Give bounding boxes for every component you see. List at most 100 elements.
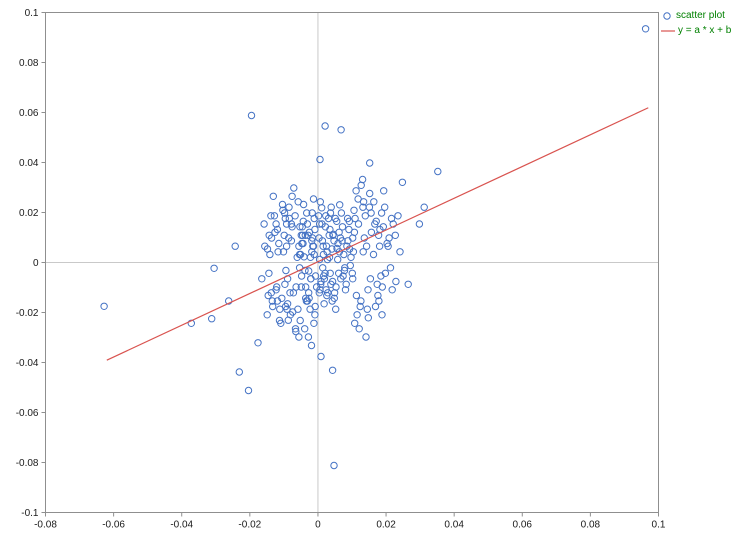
scatter-point [290, 184, 298, 192]
y-tick-label: 0.08 [19, 58, 39, 69]
scatter-point [338, 237, 346, 245]
scatter-point [295, 250, 304, 259]
scatter-point [364, 314, 372, 322]
y-tick-label: 0.02 [19, 208, 39, 219]
scatter-point [288, 223, 296, 231]
scatter-point [254, 339, 262, 347]
scatter-point [285, 203, 293, 211]
scatter-point [330, 289, 339, 297]
scatter-point [434, 167, 442, 176]
scatter-point [362, 242, 371, 250]
scatter-point [341, 286, 350, 294]
scatter-point [392, 277, 400, 286]
scatter-point [298, 239, 306, 248]
scatter-point [274, 248, 282, 256]
scatter-point [384, 242, 392, 250]
scatter-point [267, 234, 276, 242]
scatter-point [327, 280, 335, 288]
scatter-point [339, 272, 347, 280]
scatter-point [289, 289, 298, 297]
x-tick-label: 0.06 [513, 520, 533, 531]
scatter-point [365, 203, 374, 211]
fit-line-icon [661, 30, 675, 32]
x-tick-label: -0.04 [170, 520, 193, 531]
scatter-point [388, 286, 396, 294]
scatter-point [272, 220, 280, 228]
scatter-point [281, 280, 289, 288]
scatter-point [270, 212, 279, 220]
scatter-point [315, 220, 324, 228]
scatter-point [415, 220, 424, 228]
scatter-point [394, 212, 402, 220]
x-tick-label: 0 [315, 520, 321, 531]
x-tick-label: 0.1 [652, 520, 666, 531]
scatter-point [355, 325, 363, 333]
scatter-point [325, 231, 333, 240]
scatter-point [309, 242, 317, 250]
scatter-point [353, 311, 361, 319]
scatter-point [358, 175, 367, 184]
scatter-marker-icon [663, 12, 671, 20]
scatter-point [367, 228, 376, 237]
scatter-point [641, 25, 650, 33]
scatter-point [330, 294, 338, 302]
x-tick-label: -0.06 [102, 520, 125, 531]
scatter-point [297, 283, 305, 291]
scatter-point [303, 297, 312, 305]
scatter-point [356, 302, 364, 311]
scatter-point [307, 275, 315, 283]
scatter-point [317, 352, 325, 361]
scatter-point [297, 272, 306, 280]
y-tick-label: -0.08 [16, 458, 39, 469]
scatter-point [321, 122, 329, 130]
scatter-point [291, 325, 300, 333]
scatter-point [332, 305, 340, 313]
scatter-point [336, 201, 344, 209]
scatter-point [303, 209, 311, 217]
scatter-point [329, 231, 337, 240]
scatter-point [371, 302, 380, 311]
scatter-point [278, 200, 287, 209]
legend: scatter plot y = a * x + b [661, 9, 731, 38]
scatter-point [363, 305, 371, 313]
scatter-point [352, 187, 360, 195]
scatter-point [373, 280, 381, 288]
scatter-point [319, 242, 327, 250]
scatter-point [316, 155, 324, 164]
scatter-point [273, 225, 282, 234]
scatter-point [292, 327, 300, 336]
scatter-point [327, 203, 335, 211]
scatter-point [281, 214, 289, 223]
scatter-point [362, 333, 370, 341]
y-tick-label: -0.02 [16, 308, 39, 319]
scatter-point [385, 234, 393, 242]
legend-entry-scatter: scatter plot [661, 9, 731, 23]
scatter-point [275, 239, 283, 248]
scatter-point [342, 280, 350, 288]
scatter-point [375, 242, 384, 250]
scatter-point [258, 275, 266, 283]
scatter-point [304, 333, 313, 341]
legend-entry-fit-line: y = a * x + b [661, 24, 731, 38]
scatter-point [420, 203, 428, 211]
scatter-point [278, 294, 286, 302]
scatter-point [187, 319, 196, 327]
scatter-point [398, 178, 407, 187]
scatter-point [279, 206, 287, 215]
scatter-point [312, 283, 321, 291]
scatter-point [269, 192, 277, 201]
scatter-point [301, 325, 309, 333]
scatter-point [315, 289, 323, 297]
scatter-point [323, 248, 331, 256]
scatter-point [322, 212, 330, 220]
scatter-point [298, 231, 307, 240]
scatter-point [352, 291, 361, 300]
scatter-point [286, 311, 295, 319]
scatter-point [225, 297, 233, 305]
y-tick-label: -0.1 [21, 508, 39, 519]
scatter-point [310, 214, 318, 223]
scatter-point [260, 220, 268, 228]
scatter-point [343, 214, 352, 223]
scatter-point [359, 248, 367, 256]
scatter-point [323, 291, 331, 300]
